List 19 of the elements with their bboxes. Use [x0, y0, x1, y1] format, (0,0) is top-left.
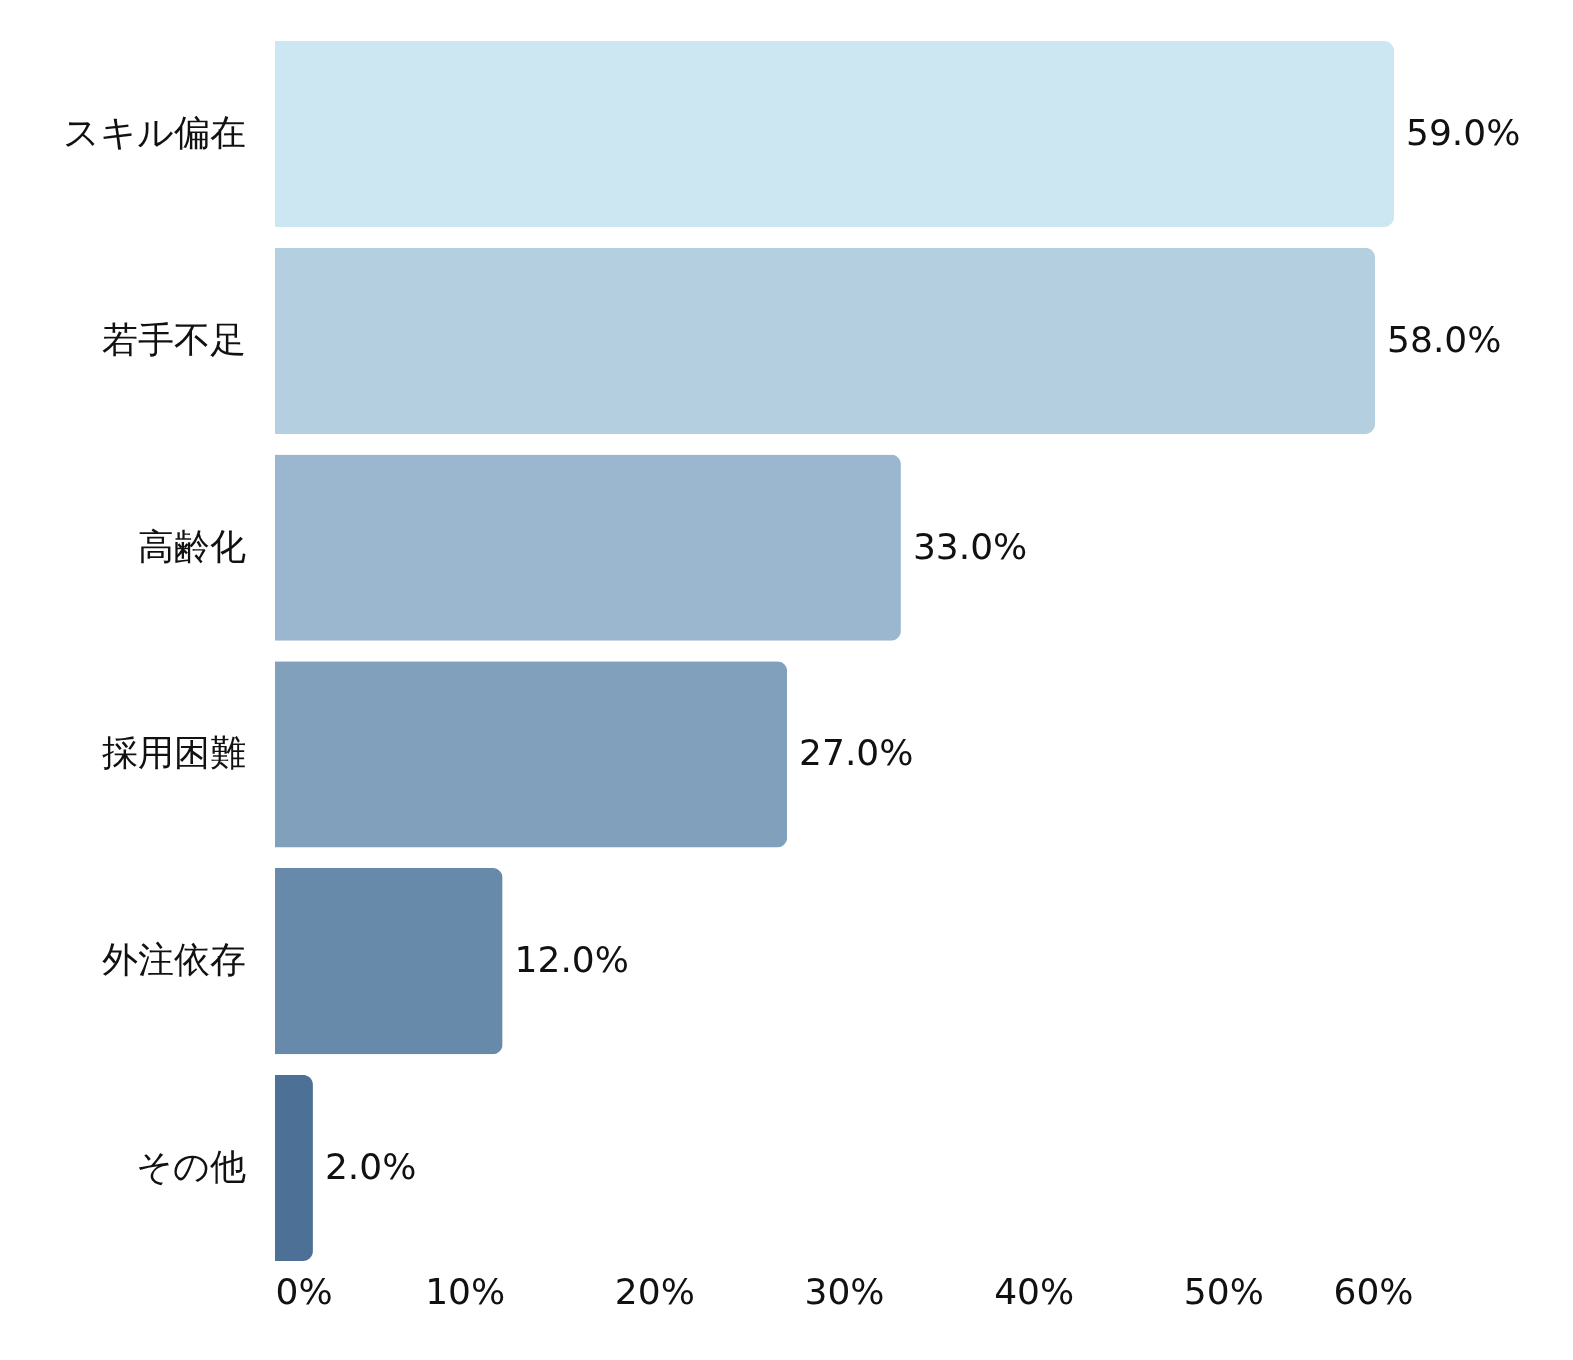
data-label: 59.0%: [1406, 112, 1521, 154]
data-label: 12.0%: [514, 939, 629, 981]
x-tick-label: 30%: [804, 1270, 885, 1312]
data-label: 2.0%: [324, 1145, 417, 1187]
y-tick-label: その他: [135, 1145, 246, 1187]
data-label: 27.0%: [799, 732, 914, 774]
x-tick-label: 0%: [275, 1270, 333, 1312]
x-tick-label: 60%: [1333, 1270, 1414, 1312]
x-tick-label: 10%: [425, 1270, 506, 1312]
x-tick-label: 20%: [614, 1270, 695, 1312]
y-tick-label: 採用困難: [101, 732, 246, 774]
x-tick-label: 40%: [994, 1270, 1075, 1312]
data-label: 58.0%: [1387, 318, 1502, 360]
y-tick-label: 若手不足: [101, 318, 246, 360]
data-label: 33.0%: [912, 525, 1028, 567]
y-tick-label: スキル偏在: [62, 112, 246, 154]
x-tick-label: 50%: [1183, 1270, 1264, 1312]
y-tick-label: 外注依存: [101, 939, 246, 981]
y-tick-label: 高齢化: [137, 525, 246, 567]
